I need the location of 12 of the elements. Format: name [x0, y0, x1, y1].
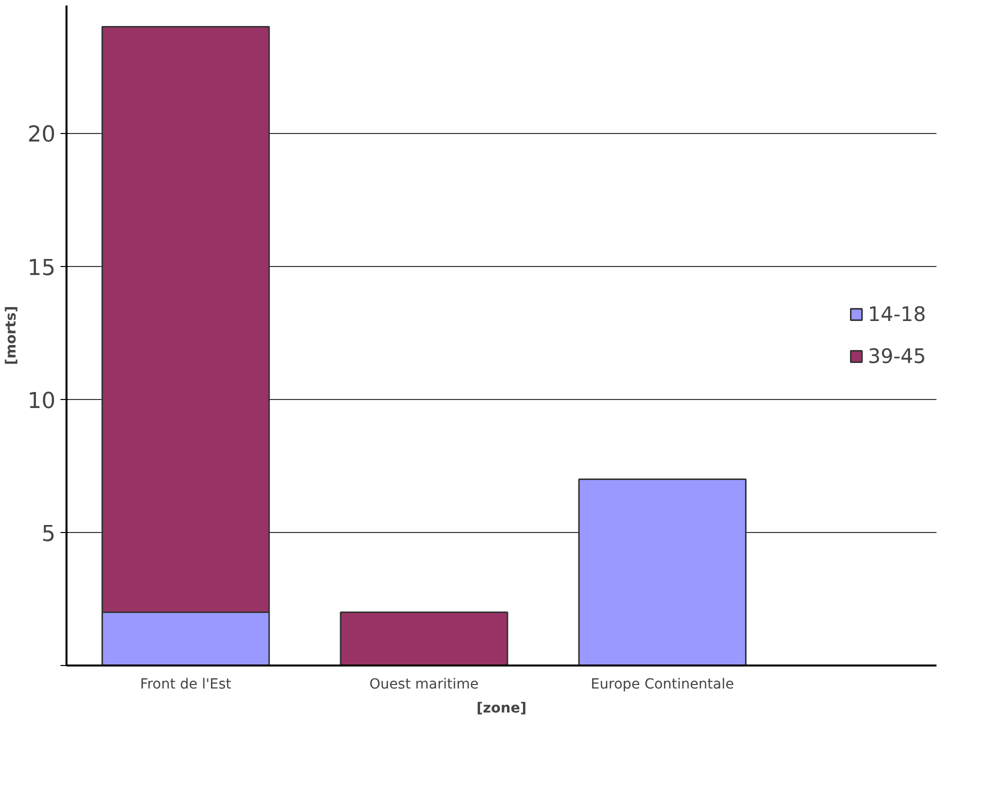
y-tick-label: 20 — [28, 122, 56, 148]
x-tick-label: Ouest maritime — [369, 676, 479, 692]
y-tick-label: 5 — [42, 522, 56, 547]
y-axis-title: [morts] — [4, 306, 20, 365]
legend-label: 14-18 — [868, 302, 926, 326]
x-tick-label: Front de l'Est — [140, 676, 232, 692]
legend-label: 39-45 — [868, 344, 926, 368]
x-axis-title: [zone] — [476, 700, 527, 716]
bar — [340, 612, 508, 666]
x-tick-label: Europe Continentale — [590, 676, 734, 692]
y-tick-label: 15 — [28, 256, 56, 281]
y-tick-label: 10 — [28, 388, 56, 414]
